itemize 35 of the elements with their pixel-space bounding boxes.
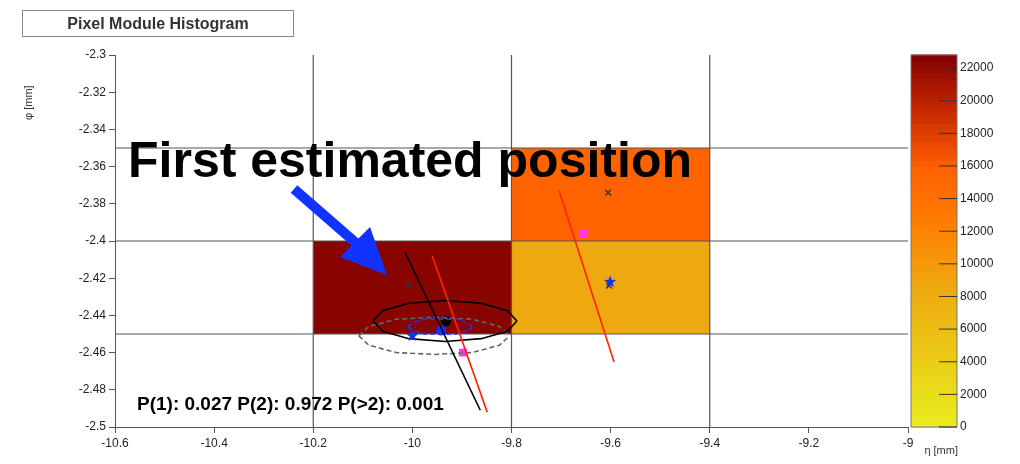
- y-tick-label: -2.42: [78, 270, 107, 285]
- color-bar-label: 6000: [960, 321, 988, 336]
- x-tick-label: -9.6: [600, 435, 622, 450]
- x-tick-label: -9.8: [501, 435, 523, 450]
- color-bar-label: 0: [960, 419, 967, 434]
- color-bar-label: 8000: [960, 288, 988, 303]
- x-tick-label: -9: [902, 435, 914, 450]
- y-tick-label: -2.48: [78, 382, 107, 397]
- y-axis-title: φ [mm]: [22, 85, 34, 120]
- x-tick-label: -9.2: [798, 435, 820, 450]
- x-tick-label: -10.6: [101, 435, 129, 450]
- color-bar-label: 10000: [960, 256, 994, 271]
- y-tick-label: -2.44: [78, 307, 107, 322]
- color-bar-label: 2000: [960, 386, 988, 401]
- x-tick-label: -10.2: [299, 435, 328, 450]
- y-tick-label: -2.3: [85, 47, 107, 62]
- color-bar-label: 18000: [960, 125, 994, 140]
- color-bar-label: 12000: [960, 223, 994, 238]
- color-bar-label: 20000: [960, 93, 994, 107]
- y-tick-label: -2.38: [78, 196, 107, 211]
- color-bar-label: 4000: [960, 354, 988, 369]
- x-axis-title: η [mm]: [924, 444, 958, 456]
- y-tick-label: -2.5: [85, 419, 107, 434]
- y-tick-label: -2.32: [78, 84, 107, 99]
- color-bar-label: 22000: [960, 60, 994, 75]
- x-tick-label: -10: [403, 435, 422, 450]
- y-tick-label: -2.46: [78, 344, 107, 359]
- color-bar-label: 14000: [960, 190, 994, 205]
- x-tick-label: -9.4: [699, 435, 721, 450]
- chart-title: Pixel Module Histogram: [22, 10, 294, 37]
- y-tick-label: -2.34: [78, 121, 107, 136]
- y-tick-label: -2.4: [85, 233, 107, 248]
- color-bar-label: 16000: [960, 158, 994, 173]
- y-tick-label: -2.36: [78, 158, 107, 173]
- x-tick-label: -10.4: [200, 435, 229, 450]
